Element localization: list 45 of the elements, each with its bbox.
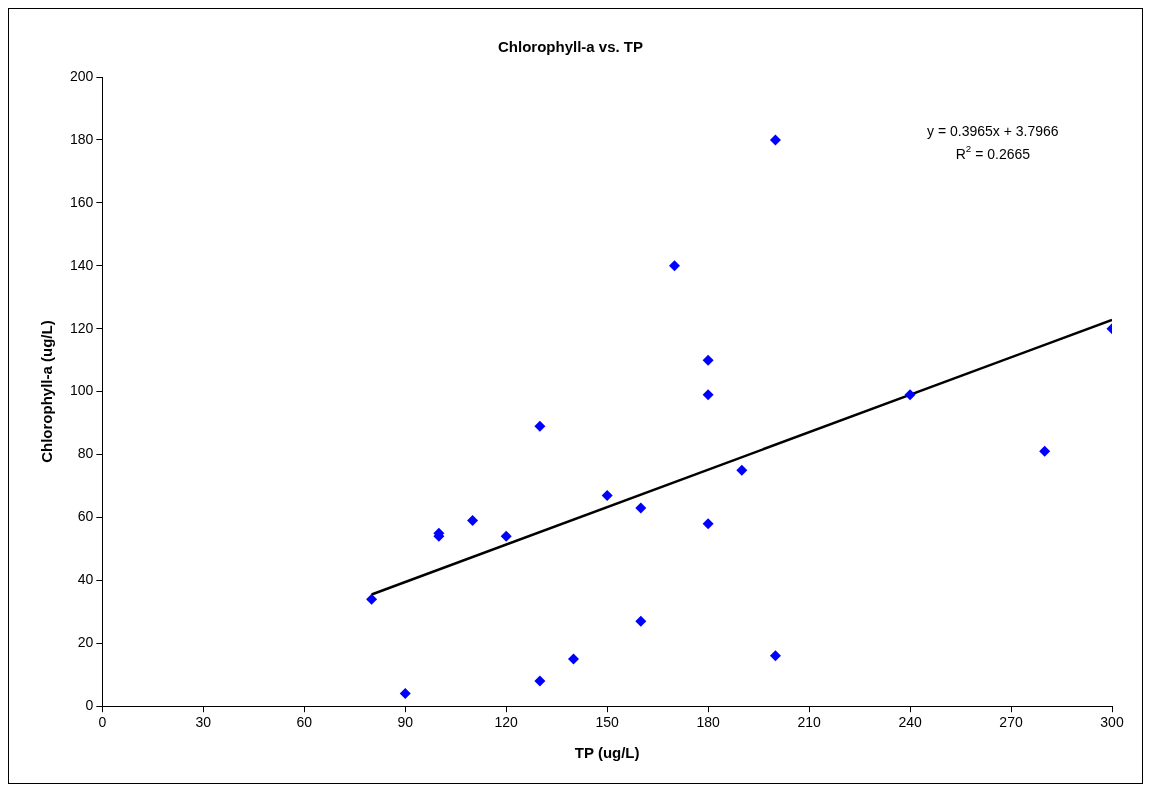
point — [769, 134, 781, 146]
y-tick-label: 60 — [77, 508, 94, 525]
x-tick-label: 30 — [195, 714, 212, 731]
y-tick-label: 0 — [85, 697, 94, 714]
point — [366, 593, 378, 605]
x-tick-label: 240 — [898, 714, 922, 731]
point — [736, 464, 748, 476]
point — [534, 420, 546, 432]
y-tick-label: 80 — [77, 445, 94, 462]
point — [534, 675, 546, 687]
point — [702, 354, 714, 366]
point — [702, 389, 714, 401]
y-tick-label: 180 — [70, 130, 94, 147]
x-tick-label: 180 — [696, 714, 721, 731]
chart-title: Chlorophyll-a vs. TP — [497, 38, 644, 56]
x-tick-label: 300 — [1100, 714, 1124, 731]
y-tick-label: 100 — [70, 382, 94, 399]
point — [668, 260, 680, 272]
y-tick-label: 120 — [70, 319, 94, 336]
x-axis-title: TP (ug/L) — [574, 744, 640, 762]
point — [399, 688, 411, 700]
point — [702, 518, 714, 530]
x-tick-label: 270 — [999, 714, 1023, 731]
point — [1039, 445, 1051, 457]
x-tick-label: 210 — [797, 714, 821, 731]
point — [601, 489, 613, 501]
annotation: y = 0.3965x + 3.7966 — [927, 122, 1059, 139]
point — [635, 502, 647, 514]
y-tick-label: 20 — [77, 634, 94, 651]
x-tick-label: 90 — [397, 714, 414, 731]
x-tick-label: 0 — [98, 714, 107, 731]
y-tick-label: 160 — [70, 193, 94, 210]
y-tick-label: 40 — [77, 571, 94, 588]
y-tick-label: 200 — [70, 67, 94, 84]
point — [467, 515, 479, 527]
point — [769, 650, 781, 662]
point — [500, 530, 512, 542]
y-tick-label: 140 — [70, 256, 94, 273]
y-axis-title: Chlorophyll-a (ug/L) — [38, 320, 56, 463]
x-tick-label: 120 — [494, 714, 519, 731]
x-tick-label: 150 — [595, 714, 620, 731]
x-tick-label: 60 — [296, 714, 313, 731]
point — [904, 389, 916, 401]
point — [568, 653, 580, 665]
point — [635, 615, 647, 627]
